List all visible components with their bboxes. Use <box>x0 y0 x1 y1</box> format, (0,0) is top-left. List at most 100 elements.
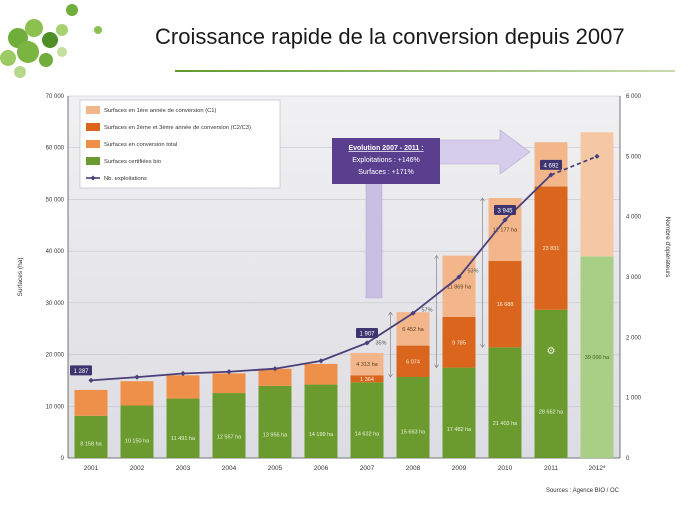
data-label-bio: 39 000 ha <box>585 355 610 361</box>
bar-conv_total-segment <box>120 381 154 406</box>
line-label-box <box>356 327 378 338</box>
x-tick-label: 2006 <box>314 465 329 472</box>
line-label-box <box>70 365 92 376</box>
line-point <box>318 358 324 364</box>
bar-bio-segment <box>580 256 614 458</box>
chart: 0 10 000 20 000 30 000 40 000 50 000 60 000 70 … <box>17 94 671 472</box>
percent-annotation: 35% <box>375 341 386 347</box>
x-tick-label: 2001 <box>84 465 99 472</box>
y2-tick-label: 5 000 <box>626 154 642 160</box>
line-point <box>88 377 94 383</box>
line-point <box>594 153 600 159</box>
slide-title: Croissance rapide de la conversion depui… <box>155 24 625 49</box>
legend-label: Nb. exploitations <box>104 176 147 182</box>
data-label-bio: 14 199 ha <box>309 432 334 438</box>
y2-tick-label: 3 000 <box>626 275 642 281</box>
y-tick-label: 50 000 <box>46 197 65 203</box>
source-note: Sources : Agence BIO / OC <box>545 488 619 494</box>
data-label-bio: 15 663 ha <box>401 430 426 436</box>
data-label-c2c3: 23 831 <box>543 246 560 252</box>
line-data-label: 4 692 <box>543 163 559 169</box>
x-tick-label: 2009 <box>452 465 467 472</box>
data-label-bio: 10 150 ha <box>125 438 150 444</box>
bar-bio-segment <box>120 405 154 458</box>
data-label-bio: 17 482 ha <box>447 427 472 433</box>
y2-tick-label: 6 000 <box>626 94 642 100</box>
legend-box <box>79 99 281 189</box>
callout-arrow-right <box>431 129 531 175</box>
legend-swatch <box>86 157 100 165</box>
legend-swatch <box>86 106 100 114</box>
data-label-bio: 8 158 ha <box>80 441 102 447</box>
callout-line: Surfaces : +171% <box>358 169 413 176</box>
bar-bio-segment <box>212 393 246 458</box>
bar-bio-segment <box>166 398 200 458</box>
x-tick-label: 2012* <box>589 465 606 472</box>
bar-bio-segment <box>488 347 522 458</box>
line-point <box>180 370 186 377</box>
green-leaf-logo-icon <box>0 4 102 78</box>
x-tick-label: 2007 <box>360 465 375 472</box>
x-tick-label: 2002 <box>130 465 145 472</box>
bar-bio-segment <box>350 382 384 458</box>
x-tick-label: 2005 <box>268 465 283 472</box>
bar-bio-segment <box>258 385 292 458</box>
line-point <box>134 374 140 380</box>
line-point <box>410 310 416 316</box>
line-data-label: 1 907 <box>359 331 375 337</box>
callout-box <box>332 138 440 184</box>
data-label-c1: 12 177 ha <box>493 228 518 234</box>
y-tick-label: 30 000 <box>46 301 65 307</box>
y-axis-label: Surfaces (ha) <box>17 257 24 296</box>
x-tick-label: 2004 <box>222 465 237 472</box>
data-label-c2c3: 6 074 <box>406 359 420 365</box>
y-tick-label: 10 000 <box>46 404 65 410</box>
bar-conversion-segment <box>580 132 614 257</box>
tractor-icon: ⚙ <box>547 346 556 357</box>
x-tick-label: 2011 <box>544 465 558 472</box>
percent-annotation: 57% <box>421 308 432 314</box>
data-label-c1: 6 452 ha <box>402 327 424 333</box>
y-tick-label: 20 000 <box>46 353 65 359</box>
line-exploitations-forecast <box>550 155 598 176</box>
data-label-bio: 12 557 ha <box>217 435 242 441</box>
line-label-box <box>494 204 516 215</box>
data-label-c1: 4 313 ha <box>356 362 378 368</box>
data-label-bio: 11 491 ha <box>171 436 196 442</box>
data-label-bio: 28 662 ha <box>539 410 564 416</box>
range-arrow-head <box>434 364 439 369</box>
line-point <box>502 217 508 223</box>
range-arrow-head <box>480 344 485 348</box>
data-label-c2c3: 9 785 <box>452 340 466 346</box>
line-label-box <box>540 159 562 170</box>
x-tick-label: 2008 <box>406 465 421 472</box>
range-arrow-head <box>388 311 393 316</box>
legend-label: Surfaces en 2ème et 3ème année de conver… <box>104 125 251 131</box>
range-arrow-head <box>480 197 485 202</box>
callout-line: Exploitations : +146% <box>352 157 420 164</box>
line-data-label: 3 945 <box>497 208 513 214</box>
line-data-label: 1 287 <box>73 369 89 375</box>
line-point <box>456 274 462 280</box>
legend-label: Surfaces en conversion total <box>104 142 177 148</box>
line-point <box>226 369 232 375</box>
y-tick-label: 40 000 <box>46 249 65 255</box>
y2-tick-label: 4 000 <box>626 215 642 221</box>
bar-c2c3-segment <box>396 345 430 377</box>
bar-bio-segment <box>396 376 430 458</box>
bar-c1-segment <box>350 352 384 376</box>
y-tick-label: 60 000 <box>46 146 65 152</box>
y-tick-label: 70 000 <box>46 94 65 100</box>
bar-conv_total-segment <box>74 389 108 416</box>
legend-swatch <box>86 123 100 131</box>
bar-conv_total-segment <box>212 373 246 394</box>
title-underline <box>175 70 675 72</box>
y2-tick-label: 0 <box>626 456 630 462</box>
y-tick-label: 0 <box>61 456 65 462</box>
callout-arrow-shaft <box>365 174 383 299</box>
y2-tick-label: 2 000 <box>626 335 642 341</box>
data-label-c2c3: 16 688 <box>497 302 514 308</box>
data-label-bio: 21 403 ha <box>493 421 518 427</box>
legend-line-marker <box>90 175 96 181</box>
data-label-bio: 14 632 ha <box>355 431 380 437</box>
